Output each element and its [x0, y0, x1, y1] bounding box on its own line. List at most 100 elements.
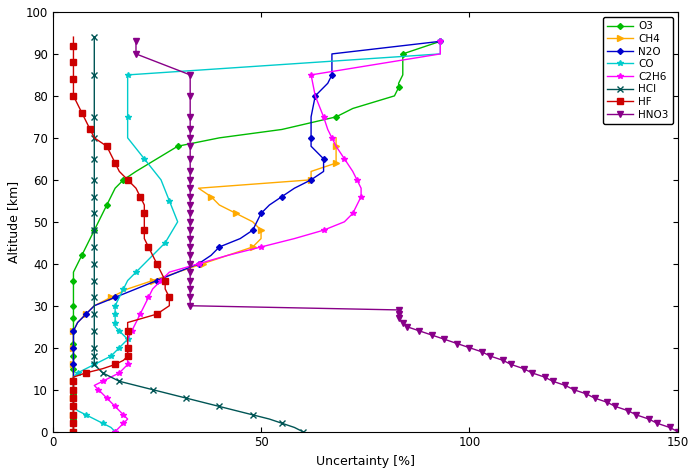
N2O — [311, 93, 319, 99]
CO — [90, 361, 98, 367]
N2O — [265, 202, 274, 208]
Line: C2H6: C2H6 — [91, 38, 443, 435]
CH4 — [332, 135, 340, 141]
N2O — [70, 429, 78, 435]
CO — [111, 349, 119, 355]
N2O — [70, 387, 78, 392]
CO — [90, 416, 98, 422]
O3 — [70, 420, 78, 426]
CH4 — [90, 303, 98, 309]
CO — [98, 358, 106, 363]
CH4 — [70, 336, 78, 342]
CO — [111, 303, 119, 309]
CO — [82, 366, 90, 371]
HNO3 — [674, 429, 682, 435]
C2H6 — [111, 429, 119, 435]
CH4 — [70, 353, 78, 359]
CH4 — [332, 143, 340, 149]
CH4 — [257, 236, 265, 241]
Line: O3: O3 — [72, 39, 443, 434]
Line: CO: CO — [71, 38, 443, 435]
HCl — [90, 210, 98, 216]
CO — [123, 93, 132, 99]
O3 — [102, 202, 111, 208]
N2O — [257, 210, 265, 216]
CO — [140, 156, 148, 162]
N2O — [132, 286, 140, 292]
Line: HCl: HCl — [90, 34, 306, 435]
CO — [70, 391, 78, 397]
C2H6 — [436, 38, 445, 44]
CO — [70, 374, 78, 380]
HNO3 — [186, 202, 194, 208]
N2O — [248, 228, 257, 233]
CO — [111, 315, 119, 321]
CH4 — [70, 345, 78, 351]
CO — [115, 328, 123, 334]
CO — [70, 399, 78, 405]
N2O — [70, 361, 78, 367]
N2O — [307, 143, 315, 149]
CH4 — [223, 253, 232, 258]
HF — [70, 51, 78, 57]
CO — [74, 408, 82, 414]
HF — [136, 194, 144, 200]
N2O — [70, 328, 78, 334]
CH4 — [257, 228, 265, 233]
HNO3 — [186, 294, 194, 300]
N2O — [70, 353, 78, 359]
N2O — [307, 135, 315, 141]
CH4 — [173, 269, 182, 275]
CO — [123, 135, 132, 141]
N2O — [328, 51, 336, 57]
Line: HNO3: HNO3 — [132, 38, 681, 435]
CH4 — [82, 311, 90, 317]
HCl — [90, 236, 98, 241]
HCl — [90, 51, 98, 57]
N2O — [307, 177, 315, 183]
CH4 — [70, 420, 78, 426]
N2O — [173, 269, 182, 275]
HCl — [90, 34, 98, 40]
Line: N2O: N2O — [72, 39, 443, 434]
O3 — [436, 38, 445, 44]
CO — [132, 269, 140, 275]
CH4 — [148, 278, 157, 284]
CO — [119, 341, 127, 346]
N2O — [236, 236, 244, 241]
N2O — [194, 261, 203, 266]
CO — [111, 429, 119, 435]
CH4 — [307, 177, 315, 183]
CH4 — [194, 185, 203, 191]
N2O — [328, 72, 336, 78]
CH4 — [70, 328, 78, 334]
CO — [70, 395, 78, 401]
CO — [123, 114, 132, 120]
N2O — [70, 412, 78, 418]
N2O — [436, 38, 445, 44]
N2O — [290, 185, 299, 191]
HF — [70, 34, 78, 40]
CH4 — [70, 379, 78, 384]
CH4 — [232, 210, 240, 216]
CO — [106, 425, 115, 430]
HCl — [132, 383, 140, 389]
CO — [157, 177, 165, 183]
CH4 — [215, 202, 223, 208]
N2O — [324, 80, 332, 86]
HNO3 — [186, 253, 194, 258]
CO — [119, 332, 127, 338]
N2O — [307, 114, 315, 120]
CO — [98, 420, 106, 426]
N2O — [207, 253, 215, 258]
N2O — [70, 370, 78, 376]
N2O — [215, 244, 223, 250]
CH4 — [332, 152, 340, 158]
Legend: O3, CH4, N2O, CO, C2H6, HCl, HF, HNO3: O3, CH4, N2O, CO, C2H6, HCl, HF, HNO3 — [603, 17, 673, 124]
CO — [161, 240, 169, 246]
Y-axis label: Altitude [km]: Altitude [km] — [7, 180, 20, 263]
CO — [115, 294, 123, 300]
X-axis label: Uncertainty [%]: Uncertainty [%] — [316, 455, 415, 468]
CH4 — [332, 160, 340, 166]
CO — [436, 51, 445, 57]
